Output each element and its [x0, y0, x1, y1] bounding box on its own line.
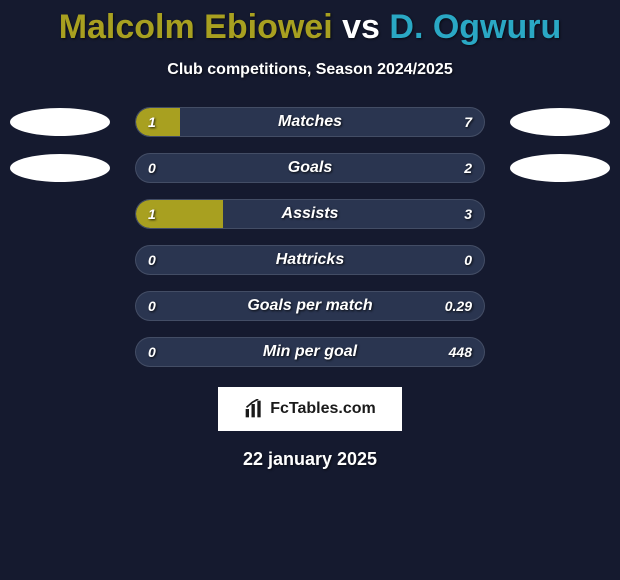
vs-label: vs — [342, 8, 380, 46]
stat-value-left: 1 — [148, 206, 156, 222]
stat-row: 1 Matches 7 — [0, 107, 620, 137]
stat-label: Assists — [282, 205, 339, 223]
comparison-title: Malcolm Ebiowei vs D. Ogwuru — [59, 8, 562, 47]
stat-row: 0 Goals per match 0.29 — [0, 291, 620, 321]
player2-oval — [510, 108, 610, 136]
brand-box: FcTables.com — [218, 387, 402, 431]
stat-bar: 0 Goals 2 — [135, 153, 485, 183]
stat-bar: 0 Min per goal 448 — [135, 337, 485, 367]
stats-area: 1 Matches 7 0 Goals 2 1 Assists 3 0 Hattricks 0 0 Goa… — [0, 107, 620, 367]
stat-row: 0 Hattricks 0 — [0, 245, 620, 275]
stat-value-right: 3 — [464, 206, 472, 222]
stat-value-right: 448 — [449, 344, 472, 360]
stat-label: Matches — [278, 113, 342, 131]
stat-bar: 1 Assists 3 — [135, 199, 485, 229]
stat-value-left: 0 — [148, 252, 156, 268]
player1-name: Malcolm Ebiowei — [59, 8, 333, 46]
player1-oval — [10, 154, 110, 182]
infographic-container: Malcolm Ebiowei vs D. Ogwuru Club compet… — [0, 0, 620, 580]
stat-bar: 0 Goals per match 0.29 — [135, 291, 485, 321]
player2-name: D. Ogwuru — [389, 8, 561, 46]
subtitle: Club competitions, Season 2024/2025 — [167, 61, 452, 79]
player1-oval — [10, 108, 110, 136]
stat-value-right: 0.29 — [445, 298, 472, 314]
stats-icon — [244, 399, 264, 419]
stat-row: 0 Min per goal 448 — [0, 337, 620, 367]
brand-text: FcTables.com — [270, 400, 376, 418]
stat-label: Hattricks — [276, 251, 344, 269]
stat-row: 1 Assists 3 — [0, 199, 620, 229]
stat-bar: 0 Hattricks 0 — [135, 245, 485, 275]
date-label: 22 january 2025 — [243, 449, 377, 470]
stat-bar: 1 Matches 7 — [135, 107, 485, 137]
stat-label: Goals per match — [247, 297, 372, 315]
bar-fill-left — [136, 108, 180, 136]
stat-value-right: 2 — [464, 160, 472, 176]
stat-label: Goals — [288, 159, 332, 177]
stat-value-left: 0 — [148, 344, 156, 360]
stat-label: Min per goal — [263, 343, 357, 361]
stat-row: 0 Goals 2 — [0, 153, 620, 183]
stat-value-left: 0 — [148, 298, 156, 314]
player2-oval — [510, 154, 610, 182]
stat-value-right: 7 — [464, 114, 472, 130]
stat-value-left: 0 — [148, 160, 156, 176]
stat-value-left: 1 — [148, 114, 156, 130]
stat-value-right: 0 — [464, 252, 472, 268]
